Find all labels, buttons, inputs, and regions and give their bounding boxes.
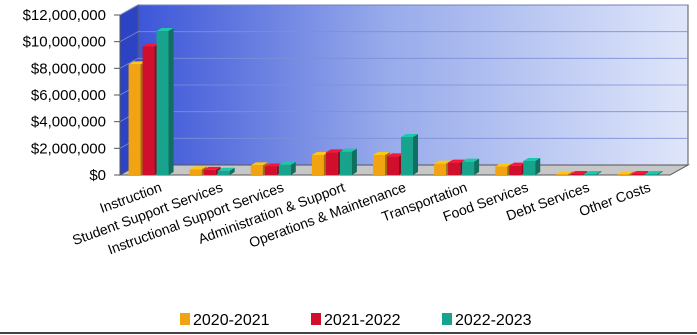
y-tick-label: $10,000,000	[23, 34, 106, 51]
legend-label: 2022-2023	[455, 312, 532, 329]
bar	[631, 171, 649, 175]
bar	[556, 171, 574, 175]
y-tick-label: $6,000,000	[31, 87, 106, 104]
bar	[278, 161, 296, 175]
bar	[645, 171, 663, 175]
legend-item: 2022-2023	[442, 312, 532, 329]
bar	[462, 158, 480, 175]
bar	[217, 167, 235, 175]
bar	[401, 134, 418, 175]
legend-swatch	[442, 313, 452, 325]
bar	[339, 148, 357, 175]
y-tick-label: $8,000,000	[31, 60, 106, 77]
bar	[584, 171, 602, 175]
y-tick-label: $0	[89, 167, 106, 184]
legend-label: 2021-2022	[324, 312, 401, 329]
y-tick-label: $4,000,000	[31, 114, 106, 131]
legend-swatch	[180, 313, 190, 325]
gridline	[119, 31, 688, 43]
bar	[156, 28, 174, 175]
y-axis-ticks: $0 $2,000,000 $4,000,000 $6,000,000 $8,000,0…	[23, 7, 120, 184]
legend-swatch	[311, 313, 321, 325]
legend-item: 2020-2021	[180, 312, 270, 329]
bar	[570, 171, 588, 175]
gridline	[119, 57, 688, 69]
legend: 2020-2021 2021-2022 2022-2023	[180, 312, 532, 329]
legend-item: 2021-2022	[311, 312, 401, 329]
y-tick-label: $12,000,000	[23, 7, 106, 24]
y-tick-label: $2,000,000	[31, 140, 106, 157]
legend-label: 2020-2021	[193, 312, 270, 329]
bar	[617, 171, 635, 175]
bars	[128, 28, 663, 176]
gridline	[119, 4, 688, 16]
bar	[523, 158, 541, 175]
category-label: Other Costs	[577, 179, 653, 220]
